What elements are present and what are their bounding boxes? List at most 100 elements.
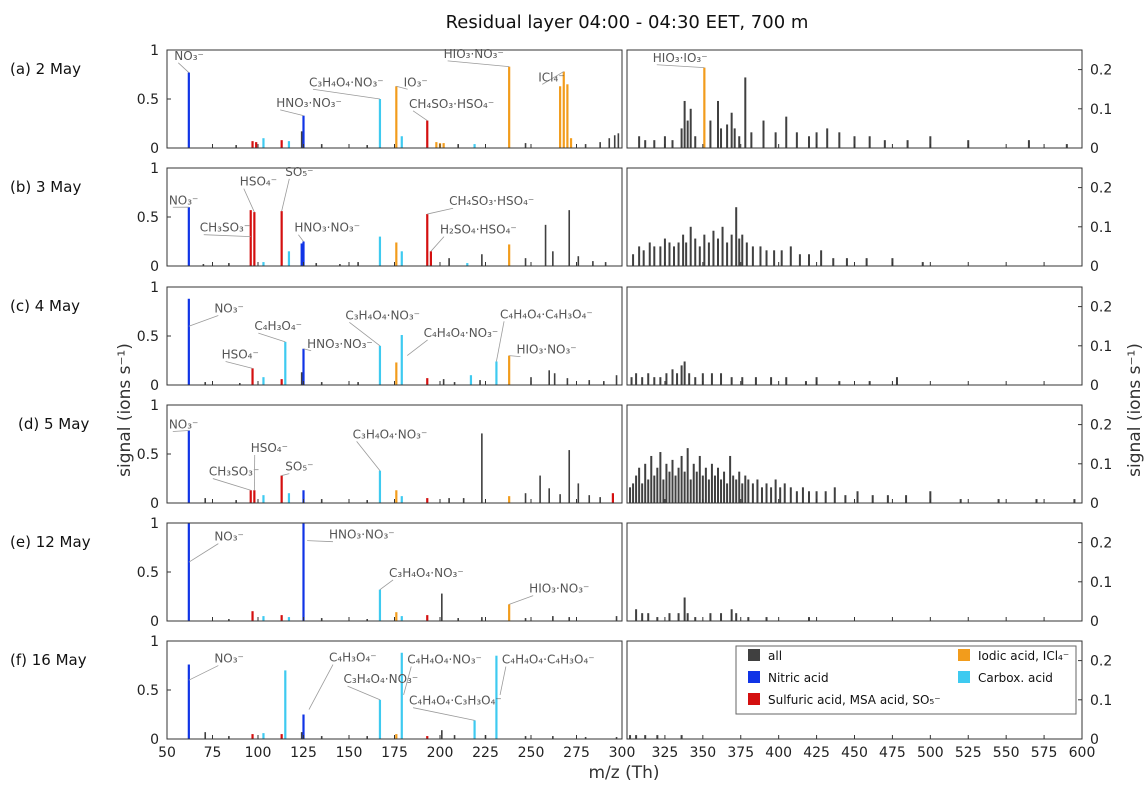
- bar-mark: [566, 378, 569, 385]
- bar-mark: [906, 140, 909, 148]
- bar-mark: [798, 254, 801, 266]
- bar-mark: [280, 379, 283, 385]
- bar-mark: [357, 382, 359, 385]
- bar-mark: [638, 467, 641, 503]
- x-tick-label: 50: [158, 745, 176, 761]
- bar-mark: [741, 483, 744, 503]
- bar-mark: [662, 479, 665, 503]
- bar-mark: [668, 242, 671, 266]
- bar-mark: [808, 136, 810, 148]
- annotation-label: HSO₄⁻: [222, 348, 259, 362]
- annotation-leader: [349, 322, 381, 347]
- annotation-label: C₃H₄O₄·NO₃⁻: [309, 75, 384, 89]
- bar-mark: [378, 99, 382, 148]
- bar-mark: [441, 593, 443, 621]
- bar-mark: [442, 379, 445, 385]
- y-tick-label: 1: [150, 634, 159, 650]
- annotation-leader: [303, 348, 312, 352]
- bar-mark: [721, 226, 724, 266]
- bar-mark: [262, 733, 265, 739]
- bar-mark: [448, 258, 450, 266]
- bar-mark: [683, 597, 686, 621]
- bar-mark: [656, 617, 659, 621]
- bar-mark: [638, 136, 641, 148]
- bar-mark: [588, 380, 591, 385]
- bar-mark: [780, 250, 783, 266]
- bar-mark: [235, 500, 237, 503]
- y-tick-label: 0: [1090, 732, 1099, 748]
- bar-mark: [568, 450, 571, 503]
- bar-mark: [694, 617, 697, 621]
- annotation-leader: [406, 339, 428, 356]
- bar-mark: [395, 490, 398, 503]
- bar-mark: [187, 430, 190, 503]
- bar-mark: [865, 258, 868, 266]
- bar-mark: [300, 131, 303, 148]
- x-tick-label: 425: [803, 745, 830, 761]
- bar-mark: [1065, 144, 1068, 148]
- bar-mark: [508, 66, 511, 148]
- bar-mark: [824, 491, 827, 503]
- annotation-label: C₃H₄O₄·NO₃⁻: [344, 672, 419, 686]
- bar-mark: [400, 335, 403, 385]
- x-tick-label: 175: [381, 745, 408, 761]
- annotation-leader: [403, 666, 412, 696]
- annotation-leader: [188, 665, 219, 681]
- bar-mark: [524, 618, 527, 621]
- bar-mark: [815, 132, 818, 148]
- bar-mark: [284, 670, 287, 739]
- bar-mark: [804, 381, 807, 385]
- bar-mark: [611, 493, 614, 503]
- bar-mark: [524, 736, 527, 739]
- legend-swatch: [958, 649, 970, 661]
- bar-mark: [469, 375, 473, 385]
- bar-mark: [686, 120, 689, 148]
- annotation-label: NO₃⁻: [174, 49, 204, 63]
- bar-mark: [495, 361, 498, 385]
- bar-mark: [632, 483, 635, 503]
- bar-mark: [856, 491, 859, 503]
- bar-mark: [253, 490, 256, 503]
- y-tick-label: 0.2: [1090, 418, 1112, 434]
- annotation-label: HSO₄⁻: [251, 441, 288, 455]
- x-tick-label: 525: [955, 745, 982, 761]
- bar-mark: [544, 224, 547, 266]
- bar-mark: [745, 242, 748, 266]
- bar-mark: [729, 455, 732, 503]
- annotation-leader: [203, 234, 251, 237]
- bar-mark: [683, 471, 686, 503]
- annotation-leader: [188, 543, 219, 563]
- bar-mark: [228, 736, 230, 739]
- bar-mark: [845, 258, 848, 266]
- bar-mark: [689, 479, 692, 503]
- bar-mark: [720, 373, 723, 385]
- bar-mark: [635, 609, 638, 621]
- bar-mark: [698, 246, 701, 266]
- bar-mark: [785, 116, 788, 148]
- bar-mark: [671, 369, 674, 385]
- panel: (c) 4 May 0 0.5 1 0 0.1 0.2 NO₃⁻ HSO₄⁻ C₄H₃O₄⁻ HNO…: [10, 280, 1112, 394]
- bar-mark: [673, 246, 676, 266]
- bar-mark: [287, 617, 291, 621]
- annotation-leader: [656, 64, 705, 69]
- bar-mark: [568, 617, 571, 621]
- bar-mark: [584, 144, 587, 148]
- bar-mark: [228, 263, 230, 266]
- bar-mark: [599, 142, 601, 148]
- bar-mark: [473, 720, 476, 739]
- bar-mark: [366, 500, 368, 503]
- y-tick-label: 1: [150, 398, 159, 414]
- bar-mark: [754, 377, 757, 385]
- annotation-leader: [347, 685, 381, 701]
- bar-mark: [251, 368, 254, 385]
- y-tick-label: 0.5: [137, 683, 159, 699]
- x-tick-label: 125: [290, 745, 317, 761]
- y-tick-label: 0: [1090, 378, 1099, 394]
- y-tick-label: 0.1: [1090, 102, 1112, 118]
- annotation-label: NO₃⁻: [214, 530, 244, 544]
- bar-mark: [726, 242, 729, 266]
- bar-mark: [300, 732, 303, 739]
- annotation-leader: [225, 361, 253, 369]
- y-tick-label: 0: [150, 496, 159, 512]
